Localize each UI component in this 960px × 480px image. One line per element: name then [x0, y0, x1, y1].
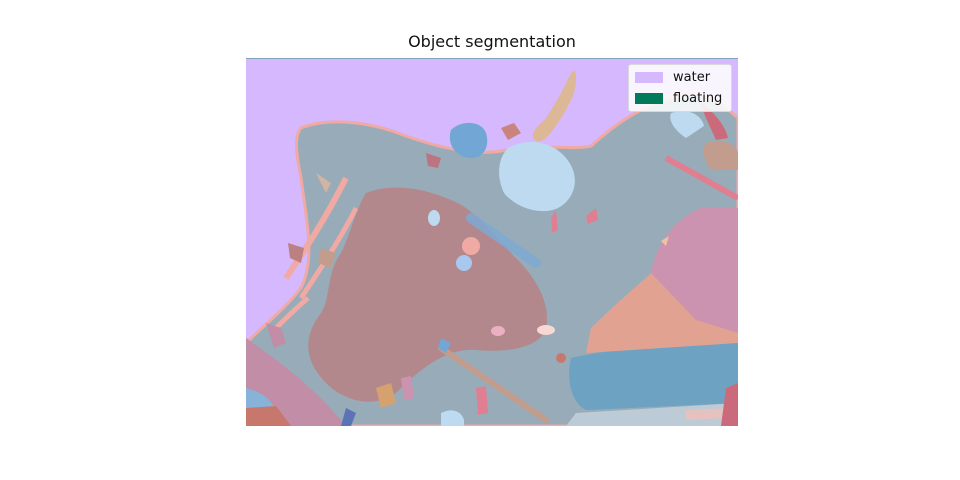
legend-item-water: water	[635, 69, 710, 85]
legend-label-floating: floating	[673, 90, 723, 106]
legend-swatch-floating	[635, 92, 663, 104]
peach-segment	[586, 273, 738, 353]
legend-label-water: water	[673, 69, 711, 85]
pink-segment	[651, 208, 738, 333]
legend-swatch-water	[635, 71, 663, 83]
tan-segment	[532, 70, 577, 142]
chart-title: Object segmentation	[408, 32, 576, 51]
hull-segment	[308, 187, 547, 402]
light-blue-segment	[499, 142, 575, 212]
legend: water floating	[628, 64, 732, 112]
cushion-segment	[569, 338, 738, 410]
legend-item-floating: floating	[635, 90, 722, 106]
segmentation-image	[246, 58, 738, 426]
